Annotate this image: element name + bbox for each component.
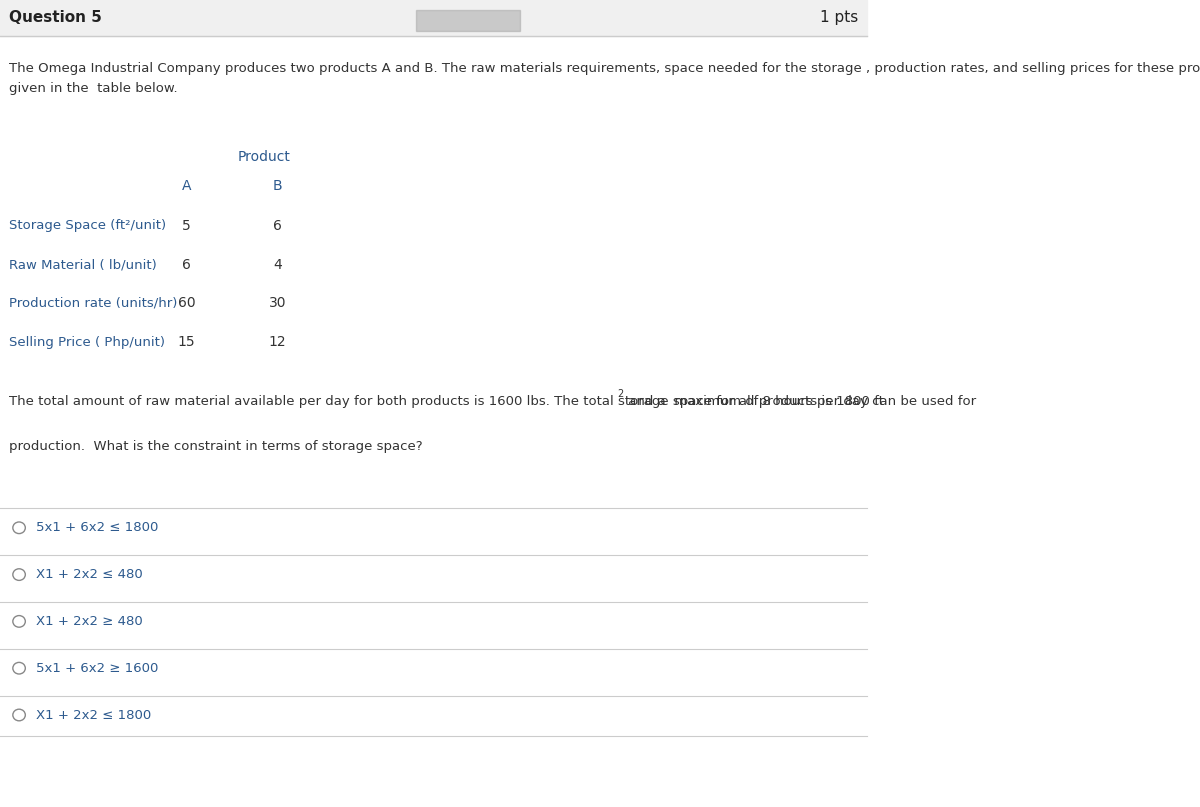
Text: 4: 4 [274,257,282,272]
FancyBboxPatch shape [416,10,521,31]
Text: 12: 12 [269,335,287,349]
Text: The total amount of raw material available per day for both products is 1600 lbs: The total amount of raw material availab… [8,395,883,408]
Text: 5x1 + 6x2 ≥ 1600: 5x1 + 6x2 ≥ 1600 [36,662,158,675]
Text: 60: 60 [178,296,196,311]
Text: X1 + 2x2 ≤ 480: X1 + 2x2 ≤ 480 [36,568,143,581]
Text: X1 + 2x2 ≥ 480: X1 + 2x2 ≥ 480 [36,615,143,628]
Text: 2: 2 [617,389,624,399]
Text: 15: 15 [178,335,196,349]
Text: 6: 6 [274,219,282,233]
Text: 1 pts: 1 pts [820,10,858,25]
Text: 5x1 + 6x2 ≤ 1800: 5x1 + 6x2 ≤ 1800 [36,521,158,534]
Text: and a  maximum of 8 hours per day can be used for: and a maximum of 8 hours per day can be … [624,395,977,408]
Text: 6: 6 [182,257,191,272]
Text: Production rate (units/hr): Production rate (units/hr) [8,297,178,310]
FancyBboxPatch shape [0,0,868,36]
Text: Selling Price ( Php/unit): Selling Price ( Php/unit) [8,336,164,349]
Text: The Omega Industrial Company produces two products A and B. The raw materials re: The Omega Industrial Company produces tw… [8,62,1200,95]
Text: 30: 30 [269,296,287,311]
Text: 5: 5 [182,219,191,233]
Text: Raw Material ( lb/unit): Raw Material ( lb/unit) [8,258,156,271]
Text: X1 + 2x2 ≤ 1800: X1 + 2x2 ≤ 1800 [36,709,151,721]
Text: Product: Product [238,150,290,165]
Text: A: A [181,178,191,193]
Text: Question 5: Question 5 [8,10,102,25]
Text: B: B [272,178,282,193]
Text: Storage Space (ft²/unit): Storage Space (ft²/unit) [8,220,166,232]
Text: production.  What is the constraint in terms of storage space?: production. What is the constraint in te… [8,440,422,453]
